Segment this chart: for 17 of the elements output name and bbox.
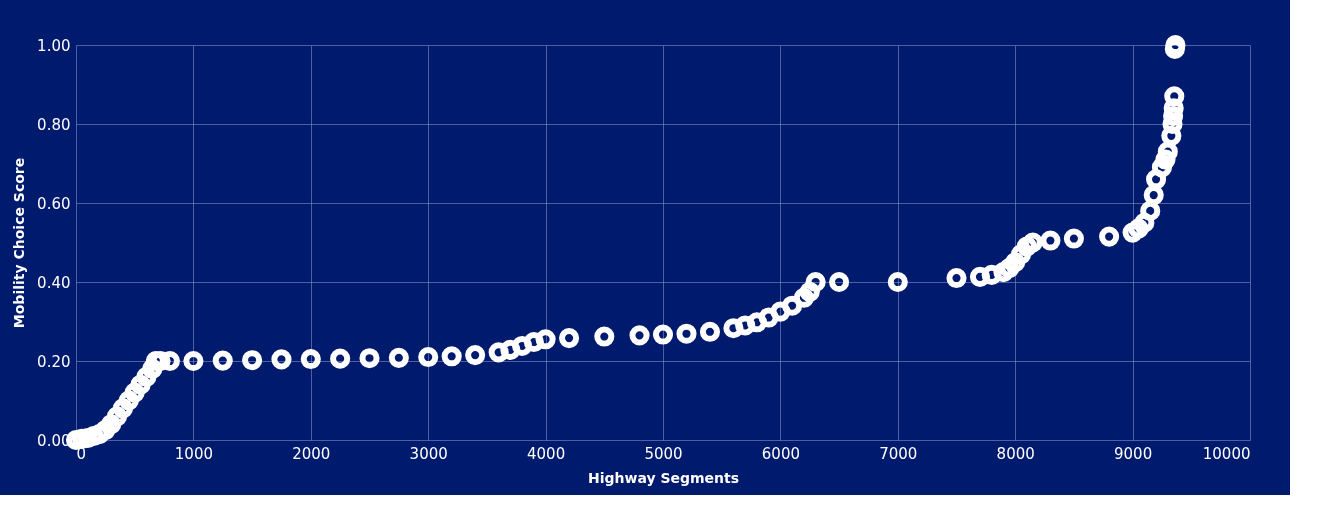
x-tick-label: 9000 (1114, 444, 1153, 463)
y-axis-title: Mobility Choice Score (11, 157, 28, 329)
x-tick-label: 5000 (644, 444, 683, 463)
y-tick-label: 0.40 (37, 273, 71, 292)
x-axis-title: Highway Segments (587, 469, 740, 486)
x-tick-label: 6000 (761, 444, 800, 463)
x-tick-label: 3000 (409, 444, 448, 463)
x-tick-label: 8000 (996, 444, 1035, 463)
y-tick-label: 1.00 (37, 36, 71, 55)
y-tick-label: 0.60 (37, 194, 71, 213)
y-tick-label: 0.20 (37, 352, 71, 371)
x-tick-label: 1000 (174, 444, 213, 463)
x-tick-label: 7000 (879, 444, 918, 463)
x-tick-label: 10000 (1202, 444, 1251, 463)
x-tick-label: 4000 (527, 444, 566, 463)
y-tick-label: 0.80 (37, 115, 71, 134)
x-tick-label: 2000 (292, 444, 331, 463)
